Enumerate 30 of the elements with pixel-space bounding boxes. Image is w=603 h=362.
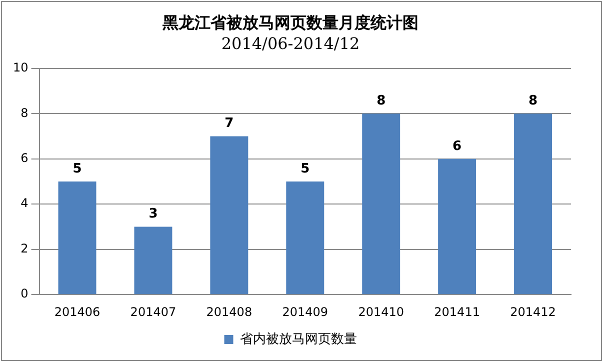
bar [514, 114, 552, 294]
x-tick-label: 201406 [54, 304, 100, 319]
x-tick-label: 201408 [206, 304, 252, 319]
chart-title: 黑龙江省被放马网页数量月度统计图 [162, 12, 418, 32]
x-tick-label: 201412 [510, 304, 556, 319]
data-label: 7 [224, 116, 234, 132]
data-label: 8 [376, 94, 386, 109]
x-tick-label: 201409 [282, 304, 328, 319]
y-tick-label: 10 [12, 60, 28, 75]
data-label: 6 [452, 138, 462, 154]
y-tick-label: 2 [20, 241, 28, 256]
bar [438, 158, 476, 294]
x-tick-label: 201410 [358, 304, 404, 319]
y-tick-label: 6 [20, 151, 28, 166]
data-label: 3 [148, 206, 158, 222]
y-tick-label: 8 [20, 106, 28, 120]
data-label: 5 [300, 161, 310, 176]
chart-subtitle: 2014/06-2014/12 [221, 34, 360, 53]
bar [286, 182, 324, 294]
data-label: 5 [72, 161, 82, 176]
bar [210, 136, 248, 294]
bar [58, 182, 96, 294]
y-tick-label: 4 [20, 196, 28, 210]
bar [362, 114, 400, 294]
legend-label: 省内被放马网页数量 [240, 332, 357, 347]
x-tick-label: 201407 [130, 304, 176, 319]
y-tick-label: 0 [20, 286, 28, 301]
data-label: 8 [528, 94, 538, 109]
x-tick-label: 201411 [434, 304, 480, 319]
bar [134, 226, 172, 294]
